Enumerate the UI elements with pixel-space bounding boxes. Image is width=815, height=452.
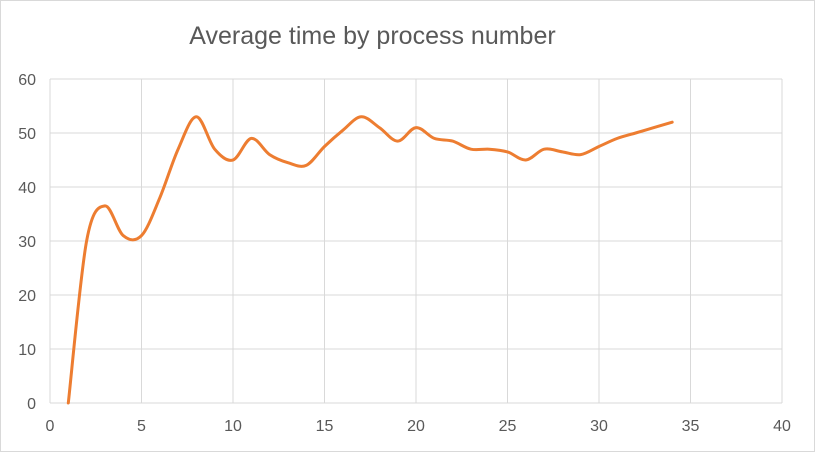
- series-layer: [66, 115, 674, 405]
- y-axis-ticks: 0 10 20 30 40 50 60: [18, 72, 36, 413]
- x-tick-label: 30: [590, 418, 608, 435]
- y-tick-label: 50: [18, 126, 36, 143]
- y-tick-label: 40: [18, 180, 36, 197]
- y-tick-label: 10: [18, 342, 36, 359]
- x-axis-ticks: 0 5 10 15 20 25 30 35 40: [46, 418, 791, 435]
- y-tick-label: 30: [18, 234, 36, 251]
- x-tick-label: 25: [499, 418, 517, 435]
- y-tick-label: 20: [18, 288, 36, 305]
- y-tick-label: 60: [18, 72, 36, 89]
- series-line: [66, 115, 674, 405]
- x-tick-label: 20: [407, 418, 425, 435]
- x-tick-label: 35: [682, 418, 700, 435]
- x-tick-label: 5: [137, 418, 146, 435]
- y-tick-label: 0: [27, 396, 36, 413]
- chart-title: Average time by process number: [189, 22, 556, 50]
- x-tick-label: 40: [773, 418, 791, 435]
- gridlines: [49, 78, 783, 404]
- x-tick-label: 10: [224, 418, 242, 435]
- x-tick-label: 0: [46, 418, 55, 435]
- x-tick-label: 15: [316, 418, 334, 435]
